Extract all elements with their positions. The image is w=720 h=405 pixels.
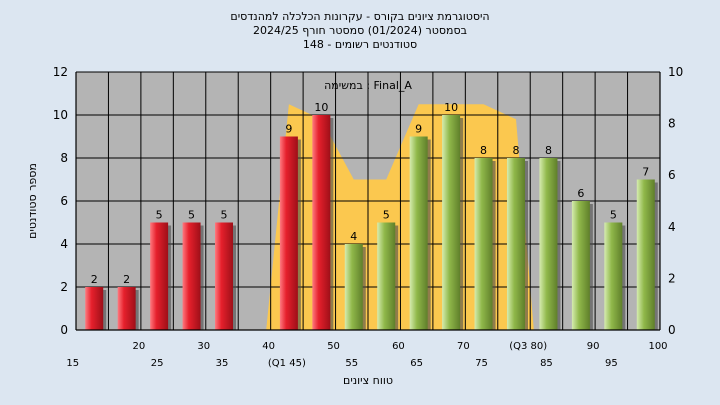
bar <box>215 222 233 330</box>
y-axis-label: מספר סטודנטים <box>26 163 39 239</box>
y-tick-label: 2 <box>60 280 68 294</box>
bar-value-label: 9 <box>415 123 422 136</box>
x-tick-label: 15 <box>66 358 79 369</box>
bar <box>344 244 363 330</box>
bar-value-label: 5 <box>383 209 390 222</box>
y-tick-label: 10 <box>53 108 68 122</box>
y-tick-label: 6 <box>60 194 68 208</box>
bar-value-label: 8 <box>480 144 487 157</box>
bar <box>312 115 331 330</box>
bar <box>539 158 558 330</box>
y2-tick-label: 10 <box>668 65 683 79</box>
x-tick-label: 60 <box>392 341 405 352</box>
x-tick-label: 20 <box>133 341 146 352</box>
chart-title-line-2: בסמסטר (01/2024) סמסטר חורף 2024/25 <box>253 24 467 37</box>
x-tick-label: 75 <box>475 358 488 369</box>
x-tick-label: 30 <box>197 341 210 352</box>
x-tick-label: 40 <box>262 341 275 352</box>
bar <box>150 222 169 330</box>
bar-value-label: 4 <box>350 230 357 243</box>
x-tick-label: 70 <box>457 341 470 352</box>
y2-tick-label: 0 <box>668 323 676 337</box>
bar <box>507 158 525 330</box>
bar-value-label: 9 <box>285 123 292 136</box>
y2-tick-label: 2 <box>668 271 676 285</box>
y-tick-label: 0 <box>60 323 68 337</box>
bar <box>636 179 655 330</box>
bar <box>442 115 461 330</box>
bar-value-label: 10 <box>314 101 328 114</box>
chart-title-line-3: סטודנטים רשומים - 148 <box>302 38 418 51</box>
bar-value-label: 7 <box>642 166 649 179</box>
bar <box>117 287 136 330</box>
bar <box>571 201 590 330</box>
x-tick-label: 100 <box>648 341 667 352</box>
bar-value-label: 5 <box>188 209 195 222</box>
x-tick-label: 95 <box>605 358 618 369</box>
bar-value-label: 5 <box>156 209 163 222</box>
chart-title-line-1: היסטוגרמת ציונים בקורס - עקרונות הכלכלה … <box>230 10 490 23</box>
bar-value-label: 2 <box>91 273 98 286</box>
x-tick-label: (Q1 45) <box>268 358 306 369</box>
y2-tick-label: 4 <box>668 220 676 234</box>
bar <box>279 136 298 330</box>
y-tick-label: 4 <box>60 237 68 251</box>
bar-value-label: 5 <box>610 209 617 222</box>
x-axis-label: טווח ציונים <box>343 374 393 387</box>
x-tick-label: 55 <box>345 358 358 369</box>
x-tick-label: (Q3 80) <box>509 341 547 352</box>
x-tick-label: 90 <box>587 341 600 352</box>
bar <box>377 222 396 330</box>
bar-value-label: 8 <box>545 144 552 157</box>
x-tick-label: 35 <box>216 358 229 369</box>
bar-value-label: 6 <box>577 187 584 200</box>
bar-value-label: 8 <box>513 144 520 157</box>
bar <box>474 158 493 330</box>
x-tick-label: 25 <box>151 358 164 369</box>
bar <box>409 136 428 330</box>
x-tick-label: 50 <box>327 341 340 352</box>
bar-value-label: 5 <box>221 209 228 222</box>
bar-value-label: 2 <box>123 273 130 286</box>
bar <box>182 222 201 330</box>
bar <box>604 222 623 330</box>
x-tick-label: 65 <box>410 358 423 369</box>
bar-value-label: 10 <box>444 101 458 114</box>
y-tick-label: 8 <box>60 151 68 165</box>
bar <box>85 287 104 330</box>
y-tick-label: 12 <box>53 65 68 79</box>
y2-tick-label: 6 <box>668 168 676 182</box>
x-tick-label: 85 <box>540 358 553 369</box>
chart-annotation: במשימה : Final_A <box>324 79 412 92</box>
y2-tick-label: 8 <box>668 117 676 131</box>
